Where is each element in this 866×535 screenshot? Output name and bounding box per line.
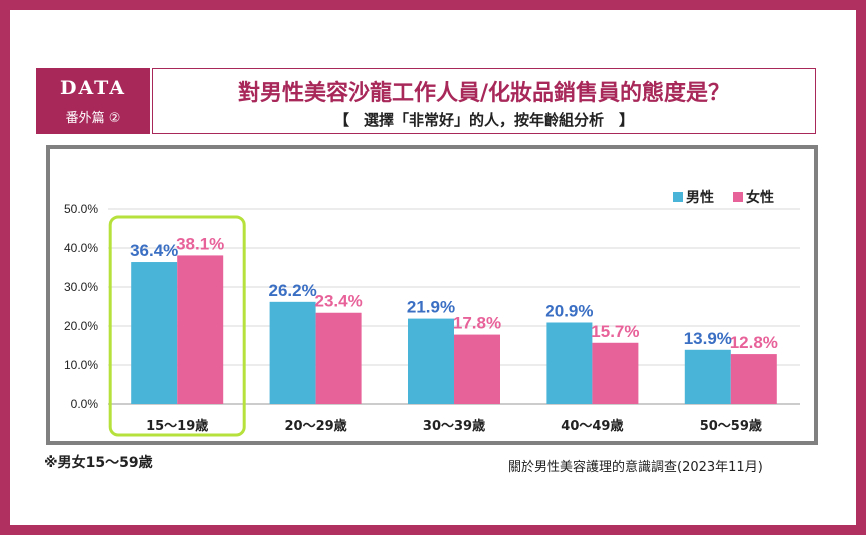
- y-tick-label: 30.0%: [64, 280, 98, 294]
- legend-swatch: [673, 192, 683, 202]
- source-note: 關於男性美容護理的意識調查(2023年11月): [508, 460, 763, 475]
- bar-male: [131, 262, 178, 404]
- x-tick-label: 15～19歳: [146, 418, 208, 434]
- data-label: 21.9%: [407, 298, 455, 317]
- data-label: 26.2%: [268, 281, 316, 300]
- legend-label: 女性: [746, 189, 774, 206]
- bar-male: [684, 349, 731, 404]
- y-tick-label: 10.0%: [64, 358, 98, 372]
- x-tick-label: 20～29歳: [285, 418, 347, 434]
- data-label: 17.8%: [453, 314, 501, 333]
- data-label: 13.9%: [684, 329, 732, 348]
- legend-label: 男性: [686, 189, 714, 206]
- bar-male: [408, 318, 454, 404]
- badge-subtitle: 番外篇 ②: [65, 111, 121, 126]
- x-tick-label: 50～59歳: [700, 418, 762, 434]
- x-tick-label: 30～39歳: [423, 418, 485, 434]
- badge-title: DATA: [59, 77, 127, 99]
- bar-female: [315, 312, 362, 404]
- y-tick-label: 0.0%: [71, 397, 99, 411]
- data-label: 15.7%: [591, 322, 639, 341]
- data-label: 36.4%: [130, 241, 178, 260]
- bar-male: [269, 301, 316, 404]
- legend-swatch: [733, 192, 743, 202]
- data-label: 20.9%: [545, 301, 593, 320]
- bar-male: [546, 322, 593, 404]
- bar-female: [454, 334, 500, 404]
- title-box: 對男性美容沙龍工作人員/化妝品銷售員的態度是？ 【 選擇「非常好」的人，按年齡組…: [152, 68, 816, 134]
- highlight-box: [108, 215, 246, 437]
- data-label: 38.1%: [176, 234, 224, 253]
- bar-female: [730, 354, 777, 404]
- bar-female: [177, 255, 224, 404]
- data-label: 23.4%: [314, 292, 362, 311]
- bar-female: [592, 342, 639, 404]
- y-tick-label: 50.0%: [64, 202, 98, 216]
- page-title: 對男性美容沙龍工作人員/化妝品銷售員的態度是？: [237, 81, 731, 106]
- x-tick-label: 40～49歳: [561, 418, 623, 434]
- y-tick-label: 20.0%: [64, 319, 98, 333]
- footnote: ※男女15～59歳: [44, 455, 153, 471]
- data-label: 12.8%: [730, 333, 778, 352]
- page-subtitle: 【 選擇「非常好」的人，按年齡組分析 】: [333, 111, 634, 129]
- y-tick-label: 40.0%: [64, 241, 98, 255]
- data-badge: DATA 番外篇 ②: [36, 68, 150, 134]
